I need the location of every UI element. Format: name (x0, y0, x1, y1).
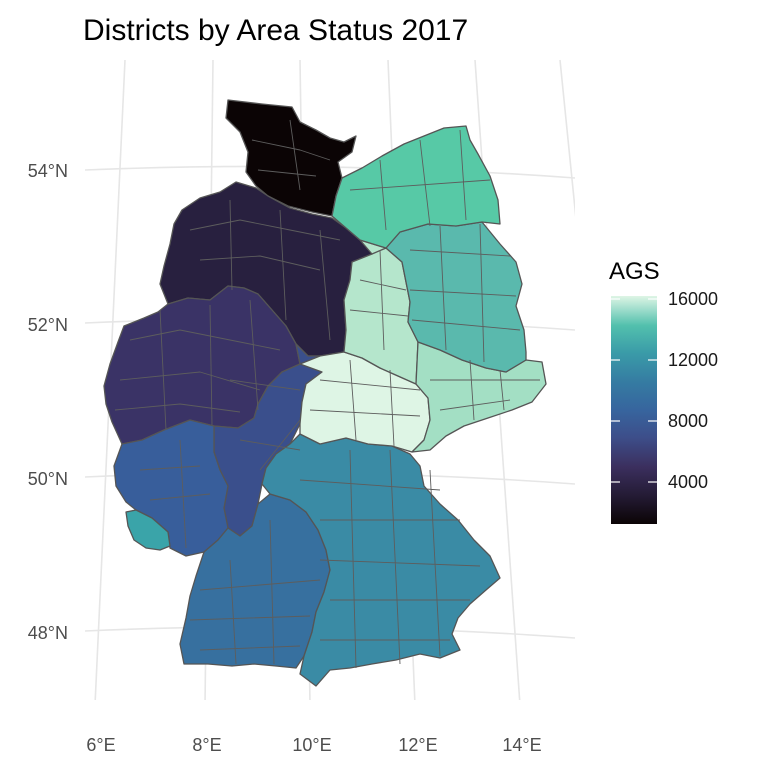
legend-tick-label: 4000 (668, 472, 708, 492)
x-tick-label: 6°E (86, 735, 115, 755)
chart-title: Districts by Area Status 2017 (83, 14, 468, 47)
district-borders (114, 119, 540, 669)
y-tick-label: 48°N (28, 623, 68, 643)
legend-title: AGS (609, 258, 660, 285)
legend-tick-label: 8000 (668, 411, 708, 431)
map-regions (103, 99, 547, 687)
x-tick-label: 8°E (192, 735, 221, 755)
legend: AGS 4000 8000 12000 16000 (609, 258, 718, 524)
x-tick-label: 12°E (398, 735, 437, 755)
region-saarland (125, 509, 171, 551)
y-tick-label: 52°N (28, 315, 68, 335)
x-axis: 6°E 8°E 10°E 12°E 14°E (86, 735, 541, 755)
y-tick-label: 50°N (28, 469, 68, 489)
x-tick-label: 10°E (292, 735, 331, 755)
y-axis: 54°N 52°N 50°N 48°N (28, 161, 68, 643)
y-tick-label: 54°N (28, 161, 68, 181)
legend-colorbar (611, 296, 657, 524)
x-tick-label: 14°E (502, 735, 541, 755)
region-mv (331, 125, 501, 249)
legend-tick-label: 12000 (668, 350, 718, 370)
legend-tick-label: 16000 (668, 289, 718, 309)
